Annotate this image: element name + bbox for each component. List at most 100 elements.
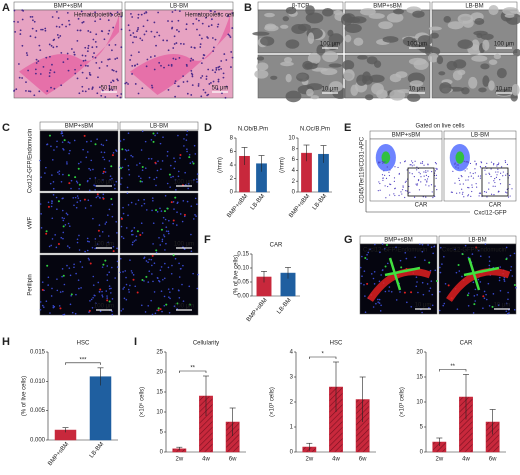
- panel-label: C: [2, 122, 10, 134]
- dapi: [125, 276, 127, 279]
- nucleus: [111, 49, 113, 52]
- event: [488, 182, 490, 184]
- event: [397, 166, 399, 169]
- dapi: [505, 310, 508, 313]
- nucleus: [143, 33, 146, 36]
- dapi: [171, 264, 173, 267]
- event: [464, 170, 466, 172]
- signal: [62, 274, 65, 277]
- signal: [151, 254, 154, 257]
- dapi: [428, 307, 430, 309]
- dapi: [178, 276, 181, 278]
- event: [393, 193, 395, 195]
- signal: [77, 167, 80, 170]
- dapi: [467, 292, 470, 295]
- event: [467, 195, 469, 197]
- dapi: [162, 136, 164, 138]
- x-tick-label: BMP+sBM: [288, 193, 311, 219]
- significance-bracket: [65, 362, 101, 365]
- scale-label: 100 μm: [494, 42, 514, 48]
- dapi: [509, 269, 512, 272]
- dapi: [56, 146, 58, 148]
- nucleus: [137, 16, 140, 19]
- pore: [327, 29, 334, 37]
- dapi: [39, 203, 42, 205]
- significance-label: *: [321, 352, 324, 358]
- dapi: [88, 259, 90, 261]
- pore: [447, 21, 464, 30]
- dapi: [166, 155, 169, 157]
- y-tick-label: 2: [230, 176, 234, 182]
- event: [500, 166, 503, 168]
- signal: [400, 266, 403, 269]
- dapi: [423, 259, 426, 261]
- pore: [270, 75, 278, 80]
- signal: [428, 261, 431, 264]
- dapi: [399, 291, 401, 293]
- population-core: [455, 151, 465, 164]
- dapi: [125, 150, 128, 152]
- nucleus: [218, 13, 220, 15]
- signal: [46, 264, 49, 267]
- dapi: [106, 274, 109, 276]
- nucleus: [56, 34, 59, 36]
- nucleus: [116, 78, 119, 81]
- signal: [163, 210, 166, 213]
- nucleus: [48, 43, 51, 46]
- event: [489, 173, 491, 175]
- event: [490, 161, 493, 163]
- event: [415, 183, 417, 185]
- pore: [386, 12, 404, 23]
- dapi: [92, 168, 94, 171]
- dapi: [503, 276, 506, 279]
- nucleus: [156, 31, 159, 34]
- nucleus: [153, 35, 156, 38]
- dapi: [173, 167, 176, 170]
- dapi: [103, 167, 106, 170]
- dapi: [86, 237, 89, 240]
- nucleus: [212, 50, 215, 52]
- dapi: [155, 251, 158, 254]
- nucleus: [21, 44, 24, 47]
- nucleus: [66, 11, 69, 14]
- event: [430, 184, 433, 186]
- pore: [478, 87, 487, 93]
- dapi: [119, 140, 122, 142]
- dapi: [62, 313, 64, 316]
- dapi: [192, 218, 195, 220]
- dapi: [86, 180, 89, 183]
- y-tick-label: 20: [416, 350, 423, 356]
- nucleus: [217, 80, 220, 83]
- event: [493, 164, 495, 166]
- dapi: [90, 159, 93, 162]
- pore: [322, 7, 334, 17]
- dapi: [49, 182, 52, 185]
- event: [409, 191, 411, 193]
- signal: [102, 263, 105, 266]
- dapi: [373, 283, 376, 285]
- nucleus: [208, 83, 211, 85]
- event: [483, 191, 486, 193]
- dapi: [72, 197, 75, 199]
- dapi: [93, 294, 96, 297]
- event: [382, 179, 384, 182]
- signal: [435, 279, 438, 282]
- dapi: [186, 134, 188, 136]
- dapi: [58, 170, 61, 172]
- dapi: [120, 235, 123, 238]
- nucleus: [229, 36, 232, 38]
- dapi: [103, 151, 106, 154]
- dapi: [430, 246, 433, 249]
- dapi: [53, 149, 55, 151]
- dapi: [511, 275, 514, 277]
- significance-bracket: [179, 370, 207, 373]
- pore: [357, 55, 368, 60]
- dapi: [39, 159, 41, 162]
- dapi: [179, 157, 181, 159]
- nucleus: [17, 21, 19, 23]
- dapi: [417, 291, 419, 294]
- dapi: [40, 176, 42, 178]
- nucleus: [199, 43, 202, 46]
- nucleus: [153, 55, 156, 57]
- nucleus: [111, 89, 114, 91]
